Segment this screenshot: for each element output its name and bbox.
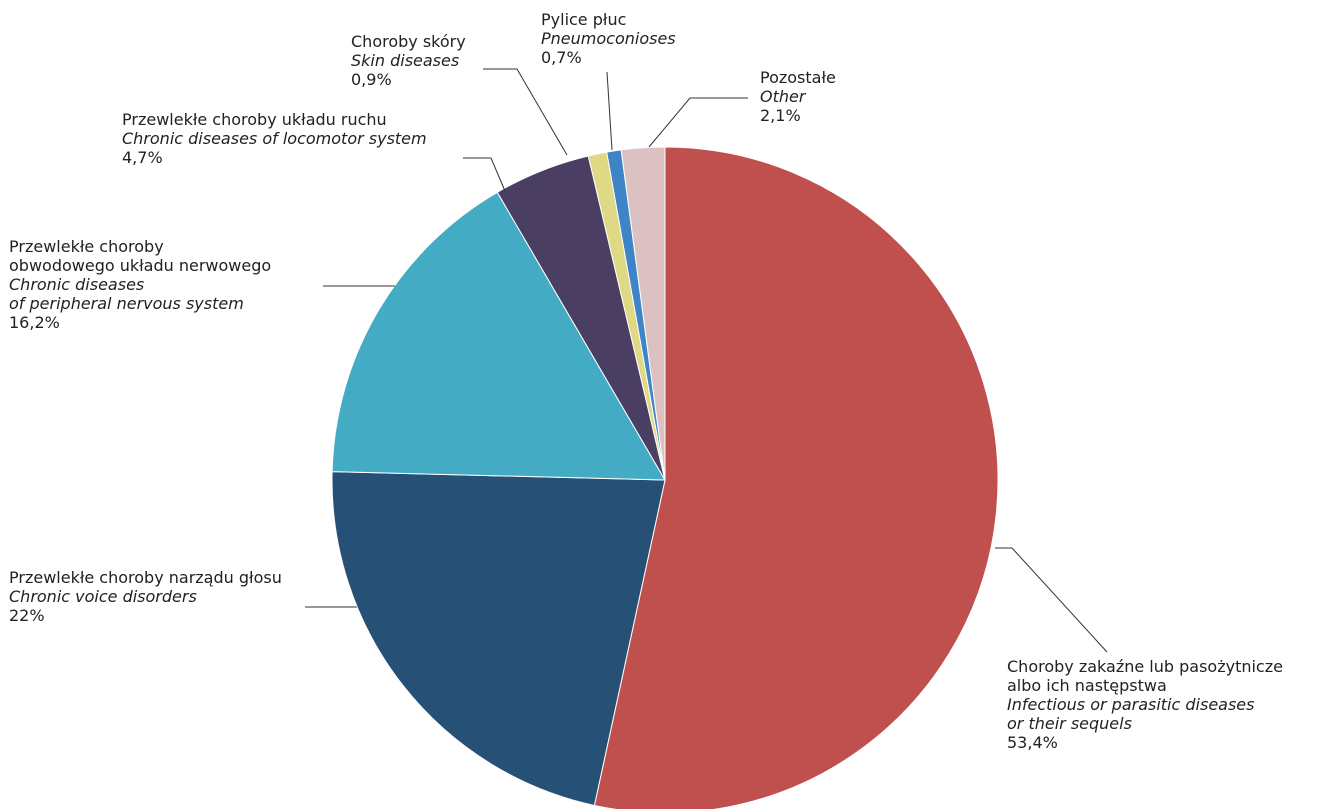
label-value: 4,7% <box>122 148 163 167</box>
label-value: 0,9% <box>351 70 392 89</box>
label-pl-line: Choroby zakaźne lub pasożytnicze <box>1007 657 1283 676</box>
label-value: 16,2% <box>9 313 60 332</box>
leader-line-locomotor-system <box>463 157 506 192</box>
leader-line-infectious-diseases <box>995 547 1108 653</box>
label-pl-line: obwodowego układu nerwowego <box>9 256 272 275</box>
label-en-line: Other <box>760 87 806 106</box>
pie-slice-infectious-diseases <box>593 146 999 809</box>
pie-slice-peripheral-nervous-system <box>331 191 666 481</box>
pie-slices <box>331 146 999 809</box>
label-infectious-diseases: Choroby zakaźne lub pasożytnicze albo ic… <box>1007 657 1283 752</box>
label-en-line: of peripheral nervous system <box>9 294 244 313</box>
label-en-line: Chronic diseases of locomotor system <box>122 129 427 148</box>
label-pl-line: Przewlekłe choroby narządu głosu <box>9 568 282 587</box>
label-value: 0,7% <box>541 48 582 67</box>
label-en-line: Chronic diseases <box>9 275 145 294</box>
leader-line-other <box>648 97 748 148</box>
label-en-line: Pneumoconioses <box>541 29 676 48</box>
label-locomotor-system: Przewlekłe choroby układu ruchu Chronic … <box>122 110 427 167</box>
pie-slice-voice-disorders <box>331 471 666 807</box>
label-skin-diseases: Choroby skóry Skin diseases 0,9% <box>351 32 466 89</box>
label-pl-line: Pylice płuc <box>541 10 627 29</box>
label-peripheral-nervous-system: Przewlekłe choroby obwodowego układu ner… <box>9 237 271 332</box>
pie-slice-other <box>620 146 666 481</box>
label-value: 53,4% <box>1007 733 1058 752</box>
label-pl-line: Przewlekłe choroby <box>9 237 164 256</box>
label-voice-disorders: Przewlekłe choroby narządu głosu Chronic… <box>9 568 282 625</box>
label-en-line: Chronic voice disorders <box>9 587 197 606</box>
label-pl-line: Przewlekłe choroby układu ruchu <box>122 110 387 129</box>
label-pl-line: Choroby skóry <box>351 32 466 51</box>
leader-line-skin-diseases <box>483 68 568 156</box>
label-en-line: or their sequels <box>1007 714 1132 733</box>
label-value: 2,1% <box>760 106 801 125</box>
label-pneumoconioses: Pylice płuc Pneumoconioses 0,7% <box>541 10 676 67</box>
label-pl-line: albo ich następstwa <box>1007 676 1167 695</box>
label-en-line: Infectious or parasitic diseases <box>1007 695 1255 714</box>
label-en-line: Skin diseases <box>351 51 460 70</box>
label-other: Pozostałe Other 2,1% <box>760 68 836 125</box>
label-pl-line: Pozostałe <box>760 68 836 87</box>
leader-lines <box>305 68 1108 653</box>
leader-line-pneumoconioses <box>606 71 613 151</box>
label-value: 22% <box>9 606 45 625</box>
